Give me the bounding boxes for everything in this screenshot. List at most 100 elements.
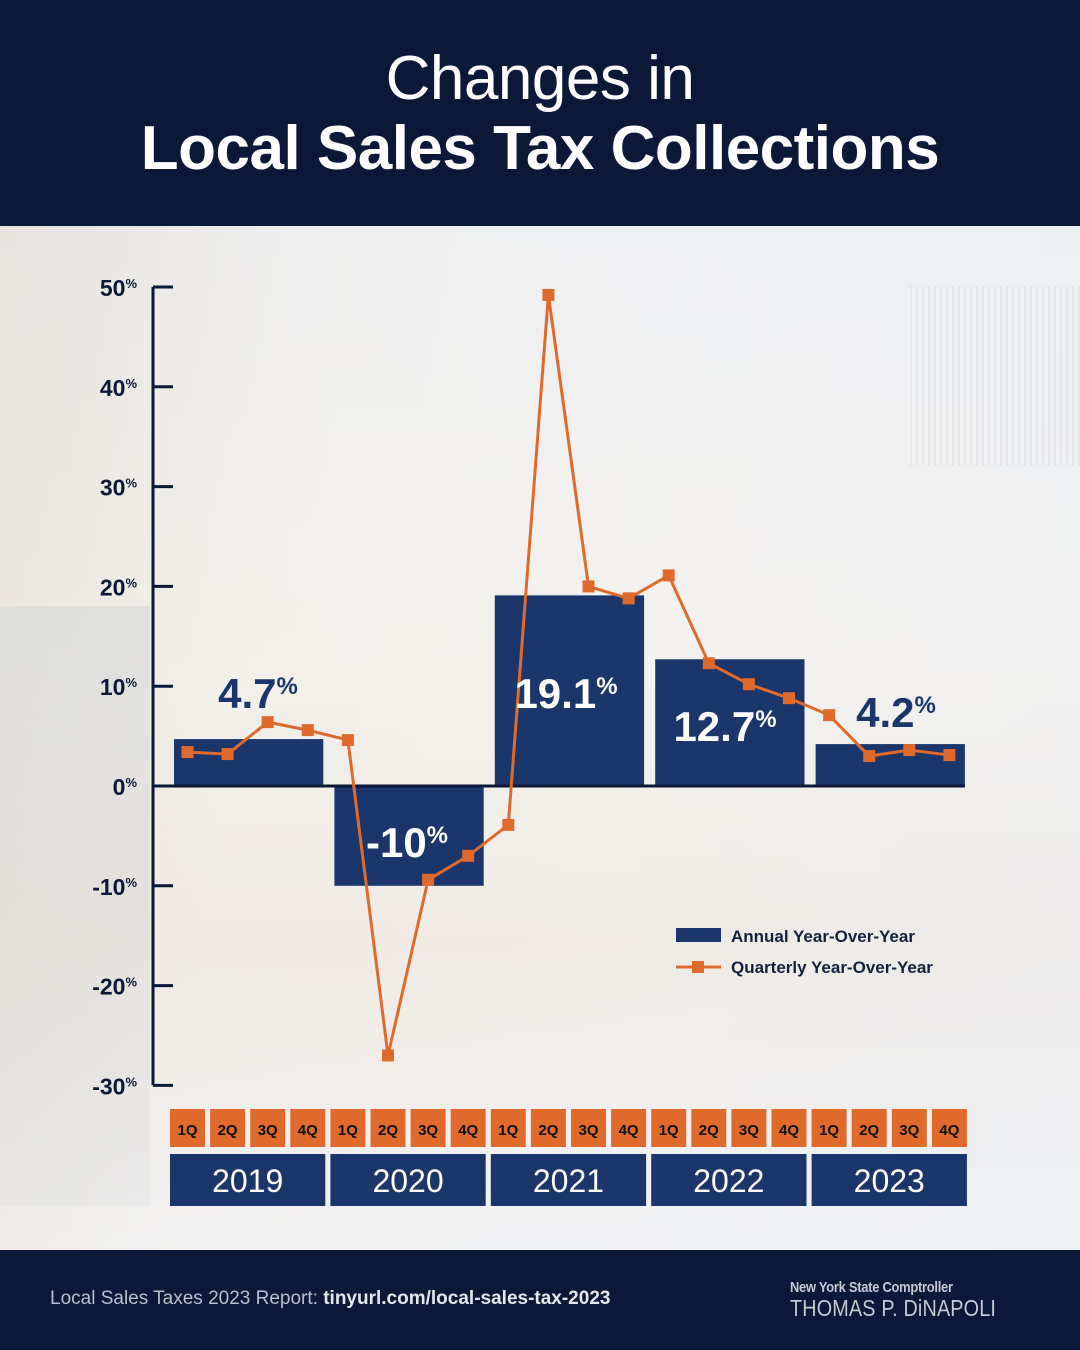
quarterly-marker xyxy=(903,744,916,757)
legend: Annual Year-Over-Year Quarterly Year-Over… xyxy=(676,927,933,977)
y-tick-label: -20% xyxy=(92,974,137,1000)
quarter-box xyxy=(410,1109,446,1147)
legend-marker-quarterly xyxy=(692,961,704,973)
quarterly-marker xyxy=(582,580,595,593)
sales-tax-chart: 50% 40% 30% 20% 10% 0% -10% -20% -30% 4.7% -10% 19… xyxy=(92,275,967,1206)
bar-value-label: -10% xyxy=(366,819,448,866)
brand-office: New York State Comptroller xyxy=(790,1279,954,1296)
quarterly-marker xyxy=(542,288,555,301)
legend-swatch-annual xyxy=(676,928,721,942)
quarter-box xyxy=(611,1109,647,1147)
title-banner: Changes in Local Sales Tax Collections xyxy=(0,0,1080,226)
bar-value-label: 4.2% xyxy=(856,689,936,736)
quarter-box xyxy=(250,1109,286,1147)
quarterly-marker xyxy=(221,748,234,761)
year-box-2019 xyxy=(170,1154,326,1206)
quarter-box xyxy=(811,1109,847,1147)
year-label: 2020 xyxy=(372,1163,443,1199)
y-axis: 50% 40% 30% 20% 10% 0% -10% -20% -30% xyxy=(92,275,173,1099)
quarter-box xyxy=(530,1109,566,1147)
background-photo-railing xyxy=(910,286,1080,466)
year-box-2021 xyxy=(490,1154,647,1206)
quarter-box xyxy=(210,1109,246,1147)
year-label: 2019 xyxy=(212,1163,283,1199)
report-label: Local Sales Taxes 2023 Report: xyxy=(50,1288,324,1309)
title-line-1: Changes in xyxy=(385,44,695,113)
legend-label-annual: Annual Year-Over-Year xyxy=(731,927,915,946)
quarter-box xyxy=(931,1109,967,1147)
quarterly-marker xyxy=(462,849,475,862)
quarter-box xyxy=(290,1109,326,1147)
quarterly-marker xyxy=(742,678,755,691)
bar-value-label: 4.7% xyxy=(218,670,298,717)
footer: Local Sales Taxes 2023 Report: tinyurl.c… xyxy=(0,1250,1080,1350)
quarter-label: 3Q xyxy=(418,1122,438,1139)
quarter-label: 1Q xyxy=(338,1122,358,1139)
quarter-label: 2Q xyxy=(699,1122,719,1139)
quarter-box xyxy=(450,1109,486,1147)
quarterly-marker xyxy=(943,749,956,762)
bar-2023 xyxy=(815,744,965,786)
quarter-label: 4Q xyxy=(619,1122,639,1139)
bar-2022 xyxy=(655,659,805,786)
quarter-box xyxy=(370,1109,406,1147)
quarter-box xyxy=(691,1109,727,1147)
title-line-2: Local Sales Tax Collections xyxy=(140,114,940,183)
quarter-label: 3Q xyxy=(258,1122,278,1139)
quarter-box xyxy=(731,1109,767,1147)
brand-name: THOMAS P. DiNAPOLI xyxy=(790,1295,997,1321)
quarter-label: 3Q xyxy=(578,1122,598,1139)
quarter-label: 2Q xyxy=(538,1122,558,1139)
background-photo-shade xyxy=(0,606,150,1206)
legend-label-quarterly: Quarterly Year-Over-Year xyxy=(731,958,933,977)
bar-2019 xyxy=(174,739,324,786)
quarter-box xyxy=(170,1109,205,1147)
quarter-box xyxy=(891,1109,927,1147)
quarter-label: 4Q xyxy=(939,1122,959,1139)
quarterly-marker xyxy=(181,746,194,759)
quarter-label: 1Q xyxy=(819,1122,839,1139)
quarter-label: 1Q xyxy=(659,1122,679,1139)
y-tick-label: 20% xyxy=(100,574,138,600)
y-tick-label: 50% xyxy=(100,275,138,301)
quarter-label: 1Q xyxy=(498,1122,518,1139)
y-tick-label: 10% xyxy=(100,674,138,700)
y-tick-label: -30% xyxy=(92,1073,137,1099)
quarter-box xyxy=(651,1109,687,1147)
comptroller-logo: New York State Comptroller THOMAS P. DiN… xyxy=(790,1279,1030,1321)
quarter-box xyxy=(851,1109,887,1147)
quarter-label: 2Q xyxy=(378,1122,398,1139)
year-box-2023 xyxy=(811,1154,967,1206)
quarter-label: 2Q xyxy=(859,1122,879,1139)
quarter-label: 4Q xyxy=(298,1122,318,1139)
quarterly-marker xyxy=(702,657,715,670)
x-axis-labels: 1Q 2Q 3Q 4Q 1Q 2Q 3Q 4Q 1Q 2Q 3Q 4Q 1Q 2Q 3Q 4Q 1Q 2Q 3Q 4Q… xyxy=(170,1109,967,1206)
chart-area: 50% 40% 30% 20% 10% 0% -10% -20% -30% 4.7% -10% 19… xyxy=(0,226,1080,1250)
quarterly-marker xyxy=(502,818,515,831)
annual-bars xyxy=(153,595,965,886)
bar-value-label: 12.7% xyxy=(673,703,776,750)
quarterly-marker xyxy=(662,569,675,582)
quarterly-marker xyxy=(422,873,435,886)
quarterly-marker xyxy=(783,692,795,705)
quarter-box xyxy=(330,1109,366,1147)
year-box-2020 xyxy=(330,1154,486,1206)
quarter-label: 3Q xyxy=(899,1122,919,1139)
quarterly-marker xyxy=(341,734,354,747)
quarter-label: 1Q xyxy=(177,1122,197,1139)
quarterly-marker xyxy=(382,1049,394,1062)
quarterly-marker xyxy=(863,750,876,763)
quarterly-marker xyxy=(622,592,635,605)
quarterly-marker xyxy=(261,716,274,729)
year-label: 2022 xyxy=(693,1163,764,1199)
quarter-label: 2Q xyxy=(218,1122,238,1139)
quarterly-line xyxy=(181,288,956,1062)
year-box-2022 xyxy=(651,1154,807,1206)
y-tick-label: 0% xyxy=(113,774,138,800)
quarter-box xyxy=(571,1109,606,1147)
quarter-label: 4Q xyxy=(458,1122,478,1139)
quarterly-line-path xyxy=(187,293,950,1057)
y-tick-label: -10% xyxy=(92,874,137,900)
year-label: 2021 xyxy=(533,1163,604,1199)
report-link[interactable]: tinyurl.com/local-sales-tax-2023 xyxy=(323,1288,611,1309)
